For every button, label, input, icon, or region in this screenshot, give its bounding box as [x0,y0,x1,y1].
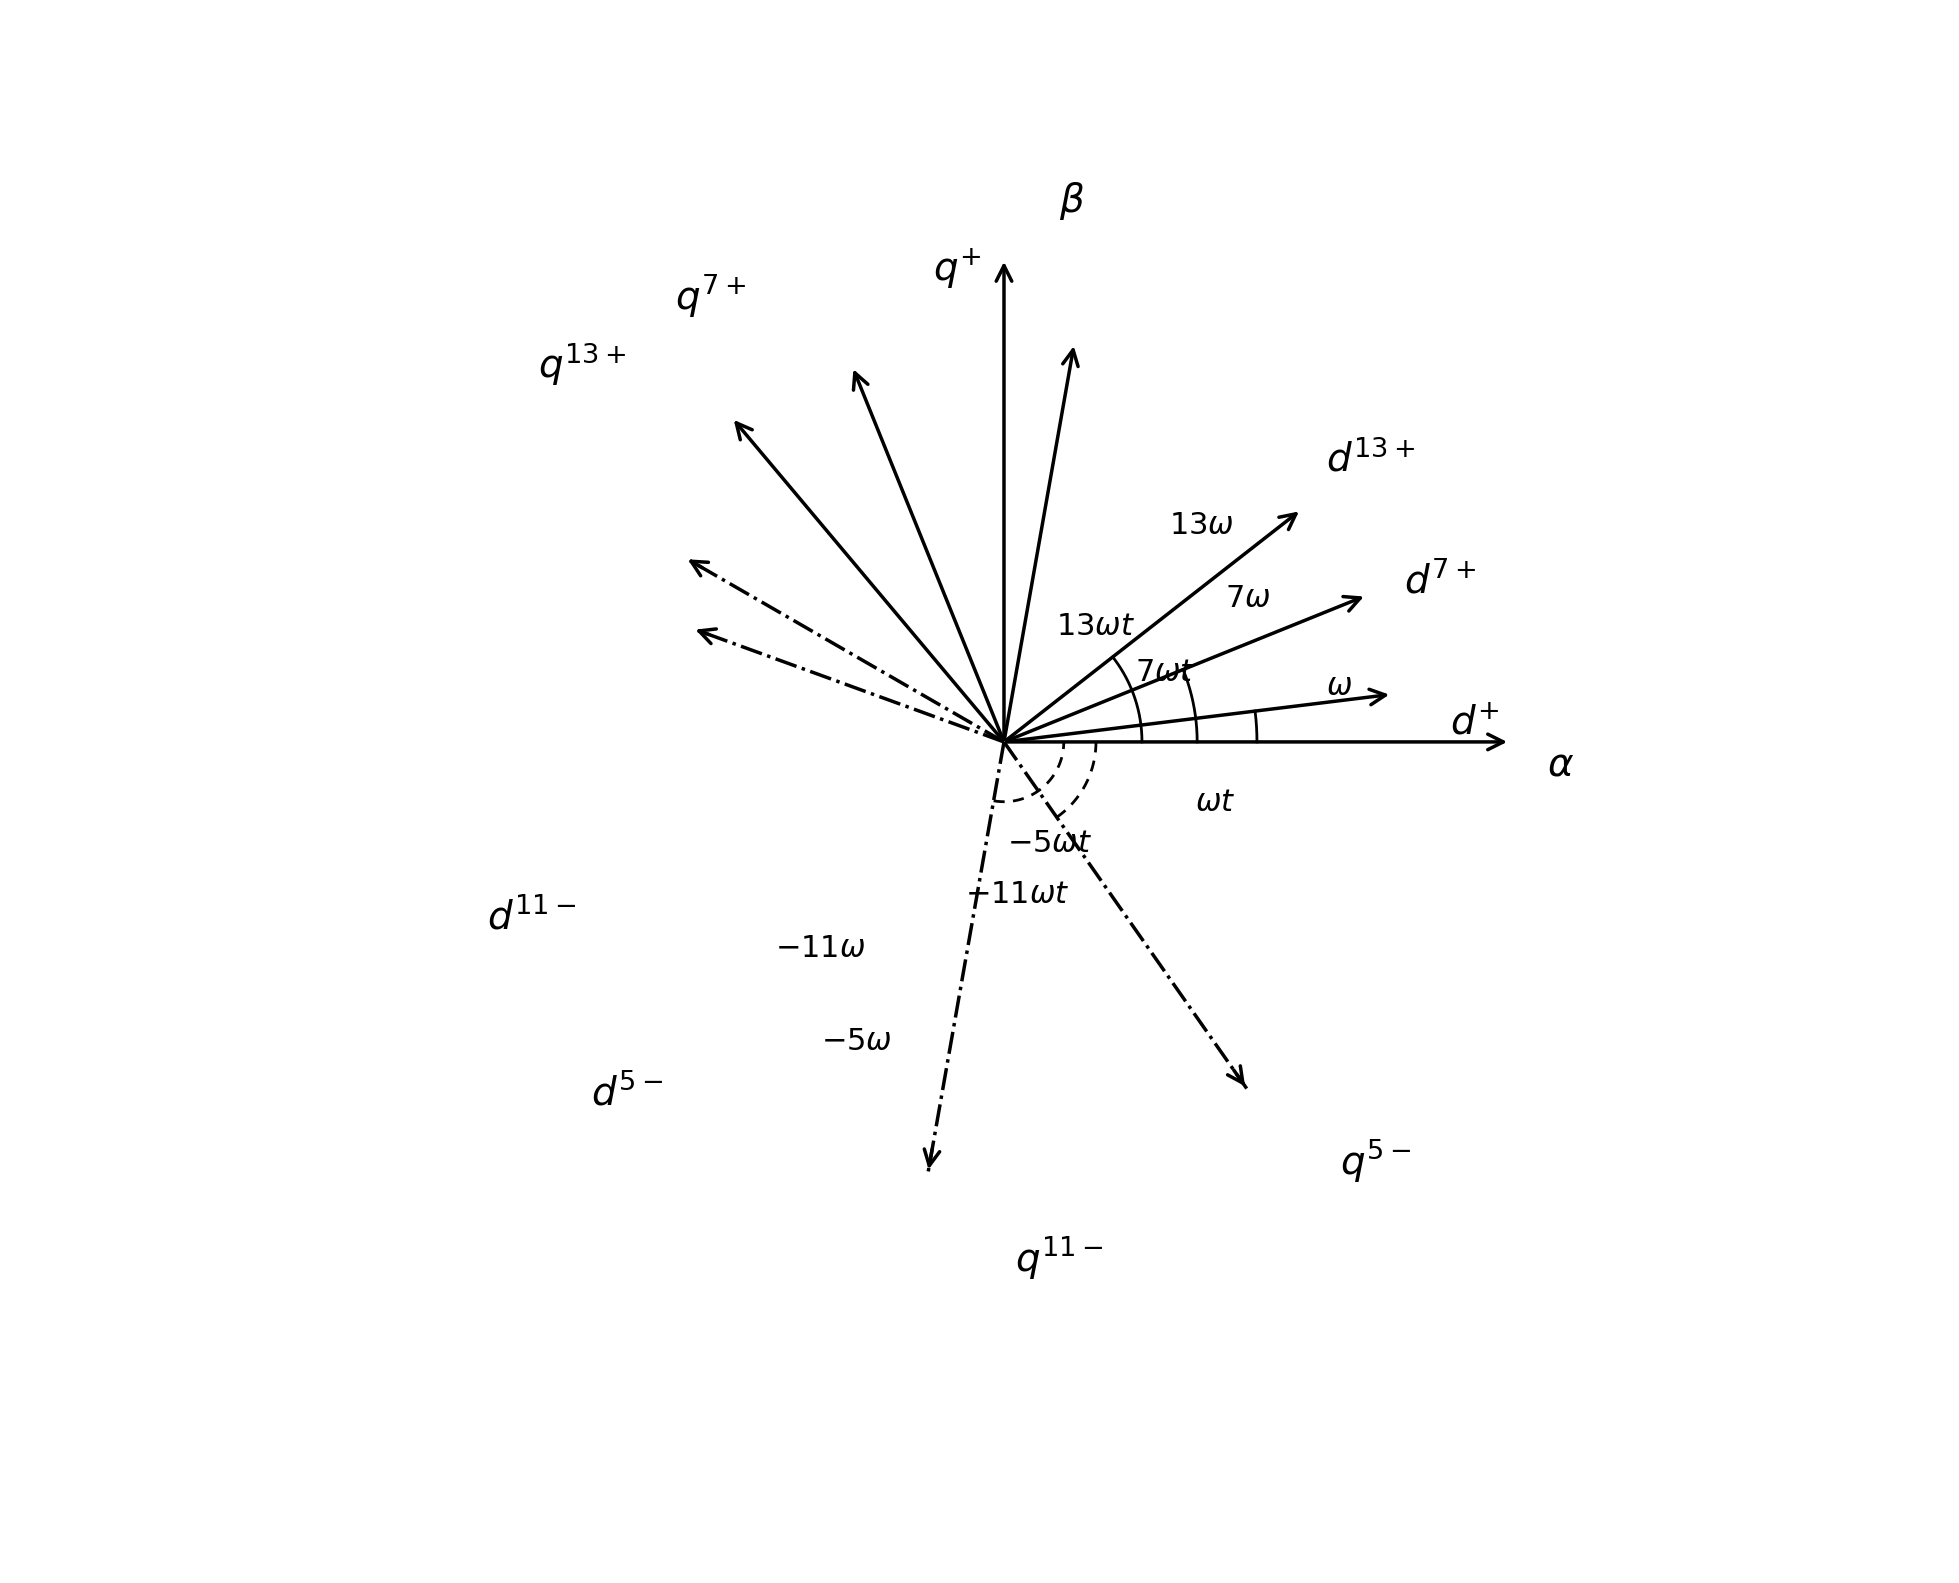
Text: $-5\omega$: $-5\omega$ [821,1027,893,1056]
Text: $\omega t$: $\omega t$ [1195,788,1236,817]
Text: $d^{13+}$: $d^{13+}$ [1326,440,1416,480]
Text: $d^{11-}$: $d^{11-}$ [486,898,576,936]
Text: $d^{7+}$: $d^{7+}$ [1405,562,1477,600]
Text: $13\omega$: $13\omega$ [1170,511,1234,540]
Text: $q^{11-}$: $q^{11-}$ [1015,1235,1103,1281]
Text: $13\omega t$: $13\omega t$ [1056,611,1136,641]
Text: $q^{+}$: $q^{+}$ [932,247,981,291]
Text: $-5\omega t$: $-5\omega t$ [1007,829,1093,858]
Text: $q^{13+}$: $q^{13+}$ [539,340,627,388]
Text: $7\omega$: $7\omega$ [1224,584,1271,613]
Text: $d^{5-}$: $d^{5-}$ [592,1073,662,1113]
Text: $\omega$: $\omega$ [1326,671,1352,701]
Text: $-11\omega$: $-11\omega$ [774,934,866,962]
Text: $-11\omega t$: $-11\omega t$ [966,880,1070,909]
Text: $d^{+}$: $d^{+}$ [1450,704,1501,742]
Text: $\alpha$: $\alpha$ [1548,746,1573,784]
Text: $7\omega t$: $7\omega t$ [1134,657,1195,687]
Text: $q^{7+}$: $q^{7+}$ [676,272,746,318]
Text: $q^{5-}$: $q^{5-}$ [1340,1138,1410,1184]
Text: $\beta$: $\beta$ [1060,180,1085,222]
